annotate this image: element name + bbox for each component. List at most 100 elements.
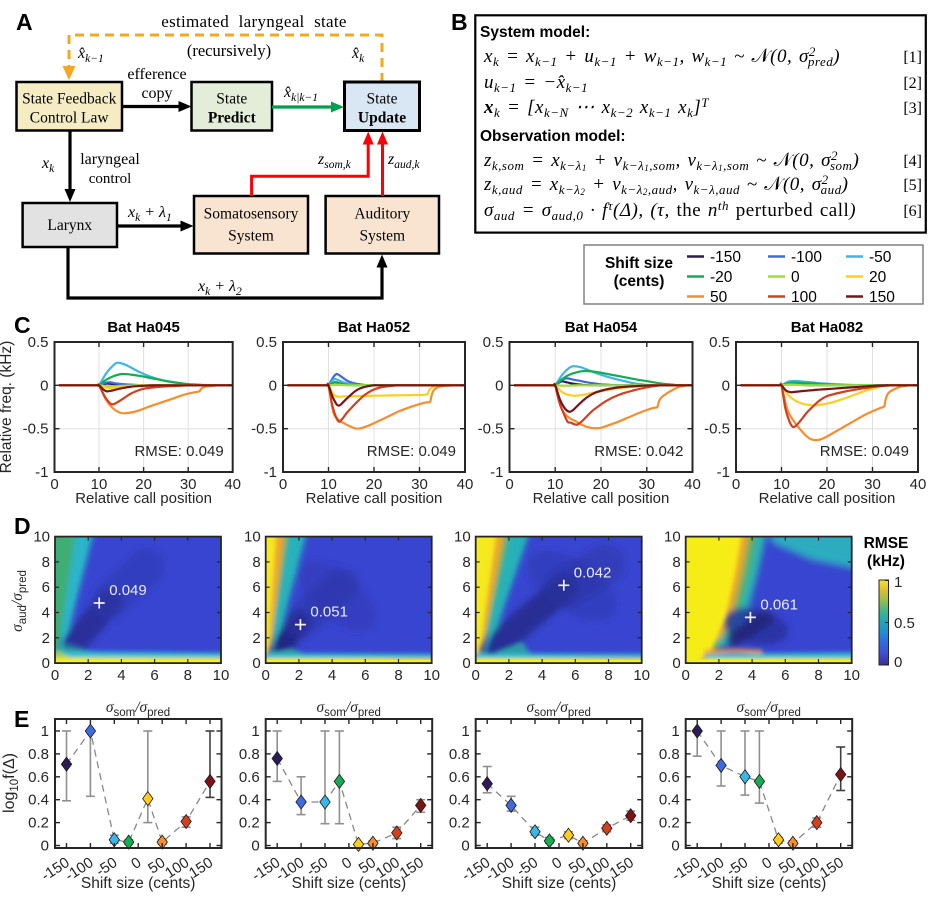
- svg-text:30: 30: [638, 476, 655, 493]
- svg-text:20: 20: [135, 476, 152, 493]
- svg-text:0: 0: [682, 667, 690, 684]
- svg-text:0.6: 0.6: [28, 769, 49, 786]
- svg-text:-50: -50: [869, 249, 892, 266]
- svg-text:[2]: [2]: [903, 75, 922, 92]
- svg-text:0.6: 0.6: [449, 769, 470, 786]
- svg-text:20: 20: [366, 476, 383, 493]
- svg-text:log10f(Δ): log10f(Δ): [1, 753, 21, 813]
- svg-text:[4]: [4]: [903, 153, 922, 170]
- svg-text:Observation model:: Observation model:: [480, 128, 626, 145]
- svg-text:-100: -100: [791, 249, 822, 266]
- svg-text:0.4: 0.4: [659, 792, 680, 809]
- svg-text:8: 8: [604, 667, 612, 684]
- svg-text:10: 10: [33, 529, 50, 546]
- svg-text:10: 10: [843, 667, 860, 684]
- svg-text:50: 50: [710, 289, 728, 306]
- svg-text:0.061: 0.061: [760, 596, 798, 613]
- svg-text:0: 0: [462, 655, 470, 672]
- svg-text:xk = [xk−N ⋯ xk−2 xk−1 xk]T: xk = [xk−N ⋯ xk−2 xk−1 xk]T: [483, 95, 709, 120]
- svg-text:1: 1: [41, 723, 49, 740]
- svg-text:1: 1: [461, 723, 469, 740]
- svg-text:Shift size: Shift size: [605, 255, 673, 272]
- svg-text:[3]: [3]: [903, 100, 922, 117]
- svg-text:10: 10: [423, 667, 440, 684]
- svg-text:10: 10: [91, 476, 108, 493]
- svg-text:40: 40: [224, 476, 241, 493]
- svg-text:6: 6: [672, 579, 680, 596]
- svg-text:50: 50: [566, 854, 589, 877]
- svg-text:Somatosensory: Somatosensory: [204, 206, 299, 223]
- svg-text:Relative call position: Relative call position: [306, 490, 443, 507]
- svg-text:RMSE: RMSE: [864, 535, 909, 552]
- svg-text:Relative call position: Relative call position: [75, 490, 212, 507]
- svg-text:-0.5: -0.5: [704, 421, 730, 438]
- svg-text:0.5: 0.5: [709, 334, 730, 351]
- svg-text:10: 10: [664, 529, 681, 546]
- svg-text:0.5: 0.5: [256, 334, 277, 351]
- svg-text:State: State: [367, 91, 398, 108]
- svg-text:6: 6: [361, 667, 369, 684]
- svg-text:8: 8: [184, 667, 192, 684]
- svg-text:σsom/σpred: σsom/σpred: [737, 699, 801, 719]
- svg-text:30: 30: [411, 476, 428, 493]
- svg-text:D: D: [14, 513, 31, 539]
- svg-text:2: 2: [295, 667, 303, 684]
- svg-text:0: 0: [51, 667, 59, 684]
- svg-text:100: 100: [791, 289, 817, 306]
- svg-text:0.8: 0.8: [239, 746, 260, 763]
- svg-text:0.8: 0.8: [28, 746, 49, 763]
- svg-text:2: 2: [84, 667, 92, 684]
- svg-text:0: 0: [894, 654, 902, 671]
- svg-text:4: 4: [748, 667, 756, 684]
- svg-text:4: 4: [538, 667, 546, 684]
- svg-text:4: 4: [328, 667, 336, 684]
- svg-text:zk,som = xk−λ1 + vk−λ1,som, vk: zk,som = xk−λ1 + vk−λ1,som, vk−λ1,som ~ …: [483, 148, 859, 174]
- svg-text:σsom/σpred: σsom/σpred: [317, 699, 381, 719]
- svg-text:50: 50: [776, 854, 799, 877]
- svg-text:[6]: [6]: [903, 203, 922, 220]
- svg-text:10: 10: [320, 476, 337, 493]
- svg-text:2: 2: [505, 667, 513, 684]
- svg-text:Relative call position: Relative call position: [533, 490, 670, 507]
- svg-text:0.4: 0.4: [239, 792, 260, 809]
- svg-text:E: E: [14, 706, 29, 732]
- svg-text:Bat Ha052: Bat Ha052: [338, 319, 411, 336]
- svg-text:0: 0: [40, 377, 48, 394]
- svg-text:4: 4: [462, 605, 470, 622]
- svg-text:0: 0: [269, 377, 277, 394]
- svg-text:0: 0: [495, 377, 503, 394]
- svg-text:0.6: 0.6: [239, 769, 260, 786]
- svg-text:2: 2: [672, 630, 680, 647]
- svg-text:4: 4: [252, 605, 260, 622]
- svg-text:6: 6: [42, 579, 50, 596]
- svg-text:A: A: [16, 9, 33, 35]
- svg-text:0: 0: [50, 476, 58, 493]
- svg-text:20: 20: [819, 476, 836, 493]
- svg-text:8: 8: [814, 667, 822, 684]
- svg-text:0: 0: [461, 838, 469, 855]
- svg-text:Larynx: Larynx: [47, 217, 92, 234]
- svg-text:Update: Update: [358, 110, 406, 127]
- svg-text:8: 8: [252, 554, 260, 571]
- svg-text:RMSE: 0.042: RMSE: 0.042: [594, 443, 683, 460]
- svg-text:8: 8: [462, 554, 470, 571]
- svg-text:Bat Ha045: Bat Ha045: [107, 319, 180, 336]
- svg-text:0.5: 0.5: [894, 615, 915, 632]
- svg-text:0: 0: [42, 655, 50, 672]
- svg-text:(cents): (cents): [614, 273, 665, 290]
- svg-text:-0.5: -0.5: [478, 421, 504, 438]
- svg-text:0.049: 0.049: [109, 582, 147, 599]
- svg-text:4: 4: [672, 605, 680, 622]
- svg-text:-150: -150: [710, 249, 741, 266]
- svg-text:RMSE: 0.049: RMSE: 0.049: [367, 443, 456, 460]
- svg-text:50: 50: [145, 854, 168, 877]
- svg-text:1: 1: [894, 574, 902, 591]
- svg-text:2: 2: [252, 630, 260, 647]
- svg-text:0: 0: [279, 476, 287, 493]
- svg-text:0.2: 0.2: [659, 815, 680, 832]
- svg-text:Relative freq. (kHz): Relative freq. (kHz): [0, 341, 15, 474]
- svg-text:estimated laryngeal state: estimated laryngeal state: [161, 12, 347, 31]
- svg-text:2: 2: [715, 667, 723, 684]
- svg-text:State: State: [216, 91, 247, 108]
- svg-text:Shift size (cents): Shift size (cents): [292, 875, 407, 892]
